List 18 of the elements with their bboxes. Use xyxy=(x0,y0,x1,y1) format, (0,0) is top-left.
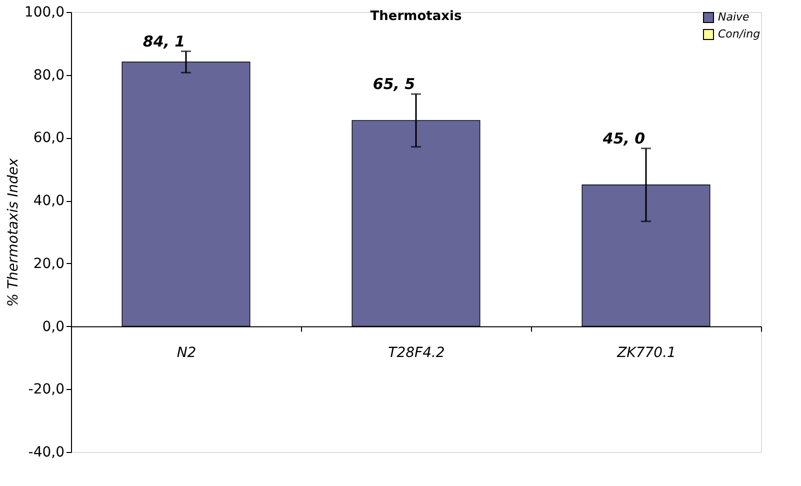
x-tick-label: N2 xyxy=(176,344,196,361)
data-label: 65, 5 xyxy=(372,75,416,94)
y-tick-label: 40,0 xyxy=(33,193,64,210)
y-axis-title: % Thermotaxis Index xyxy=(5,158,22,307)
y-tick-label: 100,0 xyxy=(24,4,64,20)
chart-title: Thermotaxis xyxy=(370,9,462,24)
y-tick-label: -20,0 xyxy=(28,382,64,398)
y-tick-label: 20,0 xyxy=(33,256,64,272)
legend-label: Con/ing xyxy=(718,28,760,40)
data-label: 45, 0 xyxy=(602,129,646,148)
y-tick-label: 60,0 xyxy=(33,130,64,146)
x-tick-label: ZK770.1 xyxy=(616,344,676,361)
x-tick-label: T28F4.2 xyxy=(388,344,445,361)
y-tick-label: -40,0 xyxy=(28,444,64,460)
y-tick-label: 80,0 xyxy=(33,67,64,84)
data-label: 84, 1 xyxy=(142,32,186,50)
y-tick-label: 0,0 xyxy=(42,318,64,335)
legend-label: Naive xyxy=(718,10,750,24)
